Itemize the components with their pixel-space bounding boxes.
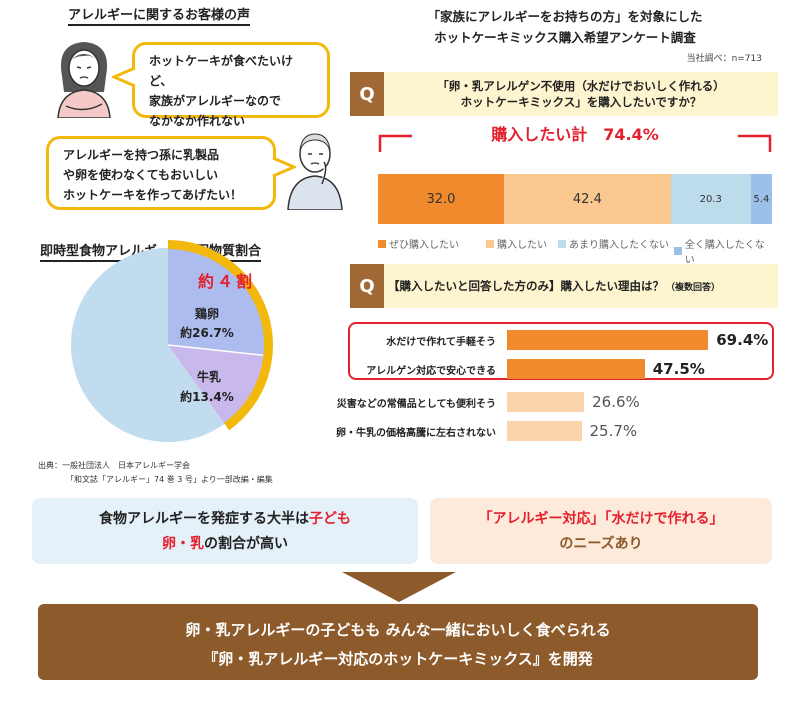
pie-highlight-ring (168, 240, 273, 431)
summary-left-box: 食物アレルギーを発症する大半は子ども 卵・乳の割合が高い (32, 498, 418, 564)
pie-label-milk-value: 約13.4% (180, 390, 234, 404)
purchase-legend: ぜひ購入したい 購入したい あまり購入したくない 全く購入したくない (378, 236, 772, 266)
down-arrow-icon (342, 572, 456, 602)
reason-label-1: アレルゲン対応で安心できる (366, 366, 496, 377)
quote2-line3: ホットケーキを作ってあげたい！ (63, 188, 243, 202)
summary-left-text-2: の割合が高い (204, 536, 288, 552)
summary-left-highlight-2: 卵・乳 (162, 536, 204, 552)
pie-slice-other (70, 248, 225, 442)
reason-value-0: 69.4% (716, 331, 769, 349)
pie-slice-milk (168, 345, 265, 424)
legend-swatch-3 (674, 247, 682, 255)
source-line-1: 出典：一般社団法人 日本アレルギー学会 (38, 461, 190, 470)
conclusion-line2: 『卵・乳アレルギー対応のホットケーキミックス』を開発 (203, 650, 593, 668)
reason-bar-0 (507, 330, 709, 350)
question-1-tag: Q (350, 72, 384, 116)
quote2-line1: アレルギーを持つ孫に乳製品 (63, 148, 220, 162)
legend-label-0: ぜひ購入したい (389, 240, 459, 251)
pie-label-egg-name: 鶏卵 (194, 307, 219, 321)
legend-item-1: 購入したい (486, 236, 547, 251)
pie-label-milk-name: 牛乳 (196, 370, 221, 384)
quote2-line2: や卵を使わなくてもおいしい (63, 168, 219, 182)
question-2-note: （複数回答） (666, 282, 721, 293)
summary-right-line2: のニーズあり (559, 536, 643, 552)
reason-bar-1 (507, 359, 645, 379)
pie-callout: 約４割 (198, 272, 256, 291)
reason-label-0: 水だけで作れて手軽そう (386, 337, 496, 348)
reason-value-3: 25.7% (589, 422, 638, 440)
question-1-box: Q 「卵・乳アレルゲン不使用（水だけでおいしく作れる） ホットケーキミックス」を… (350, 72, 778, 116)
legend-swatch-1 (486, 239, 494, 248)
survey-title-line2: ホットケーキミックス購入希望アンケート調査 (434, 30, 696, 45)
legend-label-3: 全く購入したくない (684, 240, 765, 266)
quote-bubble-1: ホットケーキが食べたいけど、 家族がアレルギーなので なかなか作れない (132, 42, 330, 128)
conclusion-line1: 卵・乳アレルギーの子どもも みんな一緒においしく食べられる (185, 621, 611, 639)
legend-item-2: あまり購入したくない (558, 236, 669, 251)
voices-title: アレルギーに関するお客様の声 (68, 4, 251, 26)
pie-slice-divider (167, 344, 265, 357)
legend-label-1: 購入したい (497, 240, 547, 251)
grandfather-illustration-icon (287, 133, 343, 210)
question-1-line2: ホットケーキミックス」を購入したいですか？ (460, 95, 702, 109)
top-reasons-highlight (348, 322, 774, 380)
survey-title-line1: 「家族にアレルギーをお持ちの方」を対象にした (427, 9, 703, 24)
conclusion-banner: 卵・乳アレルギーの子どもも みんな一緒においしく食べられる 『卵・乳アレルギー対… (38, 604, 758, 680)
question-2-text: 【購入したいと回答した方のみ】購入したい理由は？ (388, 279, 664, 293)
reason-label-2: 災害などの常備品としても便利そう (336, 399, 496, 410)
reason-value-1: 47.5% (652, 360, 705, 378)
reason-bar-2 (507, 392, 585, 412)
stack-segment-1: 42.4 (503, 174, 671, 224)
quote1-line2: 家族がアレルギーなので (149, 94, 282, 108)
question-2-box: Q 【購入したいと回答した方のみ】購入したい理由は？ （複数回答） (350, 264, 778, 308)
source-line-2: 「和文誌「アレルギー」74 巻 3 号」より一部改編・編集 (66, 475, 273, 484)
bubble-tail-1-icon (112, 66, 136, 88)
summary-right-box: 「アレルギー対応」「水だけで作れる」 のニーズあり (430, 498, 772, 564)
question-2-tag: Q (350, 264, 384, 308)
stack-segment-3: 5.4 (750, 174, 772, 224)
summary-right-line1: 「アレルギー対応」「水だけで作れる」 (478, 511, 724, 527)
woman-illustration-icon (57, 42, 111, 118)
legend-item-0: ぜひ購入したい (378, 236, 459, 251)
quote1-line1: ホットケーキが食べたいけど、 (149, 54, 294, 88)
purchase-total: 購入したい計 74.4% (491, 125, 659, 144)
total-bracket-icon (378, 134, 772, 152)
legend-swatch-0 (378, 239, 386, 248)
summary-left-text-1: 食物アレルギーを発症する大半は (99, 511, 309, 527)
reason-label-3: 卵・牛乳の価格高騰に左右されない (336, 428, 496, 439)
legend-swatch-2 (558, 239, 566, 248)
purchase-stacked-bar: 32.0 42.4 20.3 5.4 (378, 174, 772, 224)
question-1-line1: 「卵・乳アレルゲン不使用（水だけでおいしく作れる） (437, 79, 725, 93)
pie-label-egg-value: 約26.7% (180, 326, 234, 340)
stack-segment-2: 20.3 (670, 174, 751, 224)
legend-item-3: 全く購入したくない (674, 236, 772, 266)
pie-slice-egg (168, 248, 265, 356)
summary-left-highlight-1: 子ども (309, 511, 351, 527)
survey-meta: 当社調べ：n=713 (686, 54, 762, 64)
quote1-line3: なかなか作れない (149, 114, 246, 128)
reason-value-2: 26.6% (592, 393, 640, 411)
reason-bar-3 (507, 421, 582, 441)
legend-label-2: あまり購入したくない (569, 240, 669, 251)
bubble-tail-2-icon (272, 156, 296, 178)
stack-segment-0: 32.0 (378, 174, 504, 224)
